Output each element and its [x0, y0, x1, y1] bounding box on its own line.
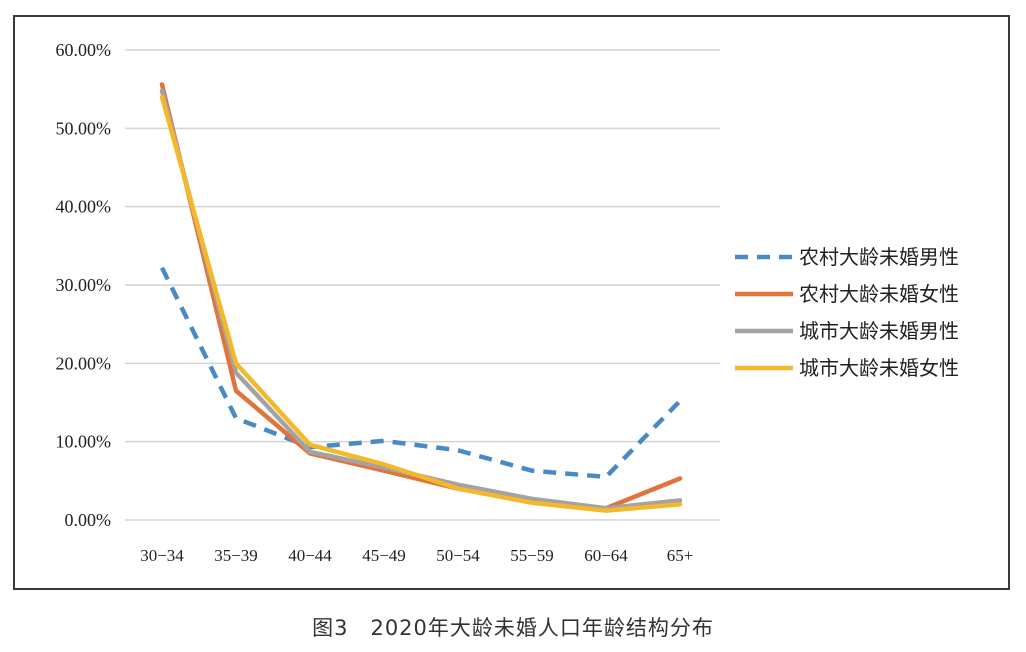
- y-tick-label: 10.00%: [56, 432, 112, 452]
- x-tick-label: 50−54: [436, 546, 480, 565]
- chart-frame: 0.00% 10.00% 20.00% 30.00% 40.00% 50.00% 60.00…: [13, 15, 1010, 590]
- x-tick-label: 30−34: [140, 546, 184, 565]
- y-tick-label: 60.00%: [56, 40, 112, 60]
- x-tick-label: 45−49: [362, 546, 406, 565]
- x-tick-label: 65+: [667, 546, 694, 565]
- legend-label: 农村大龄未婚男性: [799, 245, 959, 269]
- x-tick-label: 60−64: [584, 546, 628, 565]
- x-axis-ticks: 30−34 35−39 40−44 45−49 50−54 55−59 60−64 65+: [140, 546, 693, 565]
- series-line-1: [159, 266, 682, 480]
- series-lines: [159, 82, 683, 513]
- x-tick-label: 40−44: [288, 546, 332, 565]
- y-axis-ticks: 0.00% 10.00% 20.00% 30.00% 40.00% 50.00% 60.00…: [56, 40, 112, 530]
- line-chart: 0.00% 10.00% 20.00% 30.00% 40.00% 50.00% 60.00…: [56, 40, 960, 565]
- y-tick-label: 0.00%: [65, 510, 112, 530]
- figure-caption: 图3 2020年大龄未婚人口年龄结构分布: [312, 616, 714, 640]
- y-tick-label: 30.00%: [56, 275, 112, 295]
- legend-label: 城市大龄未婚男性: [799, 319, 959, 343]
- y-tick-label: 40.00%: [56, 197, 112, 217]
- x-tick-label: 35−39: [214, 546, 258, 565]
- series-line-4: [159, 94, 683, 513]
- x-tick-label: 55−59: [510, 546, 554, 565]
- y-tick-label: 20.00%: [56, 353, 112, 373]
- legend-label: 农村大龄未婚女性: [799, 282, 959, 306]
- gridlines: [125, 49, 720, 521]
- y-tick-label: 50.00%: [56, 118, 112, 138]
- legend-label: 城市大龄未婚女性: [799, 356, 959, 380]
